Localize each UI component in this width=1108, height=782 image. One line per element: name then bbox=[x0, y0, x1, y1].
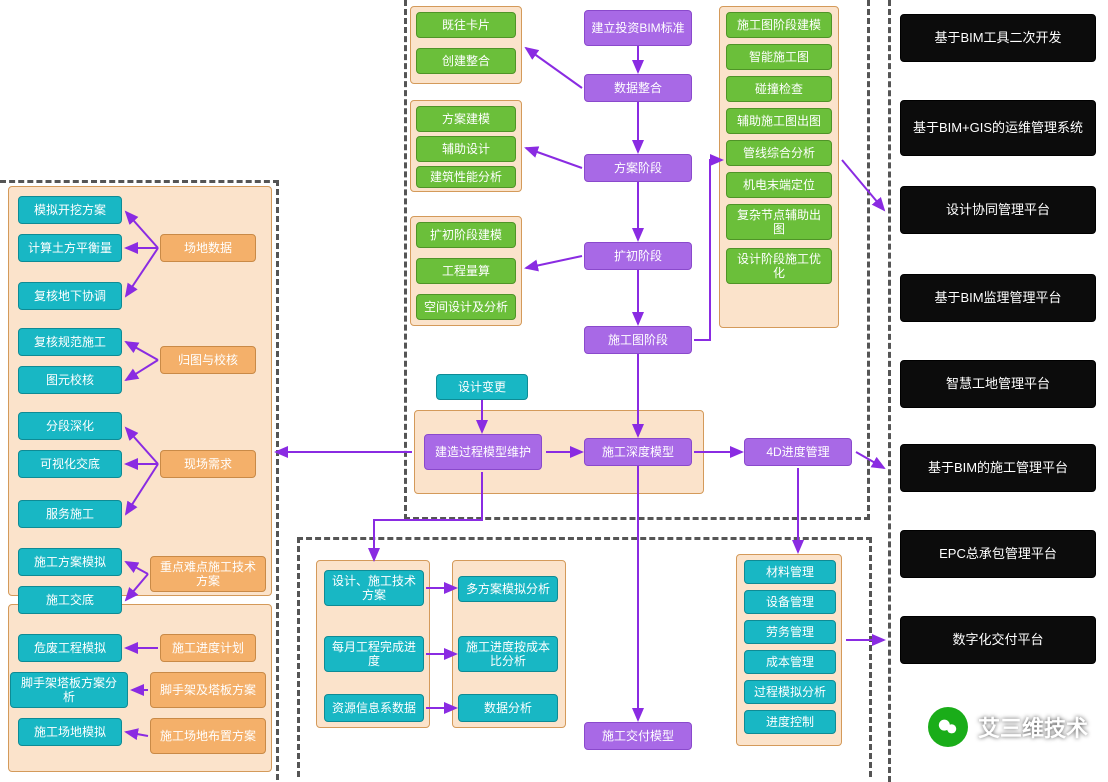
node-labor-mgmt: 劳务管理 bbox=[744, 620, 836, 644]
node-delivery-model: 施工交付模型 bbox=[584, 722, 692, 750]
node-scaffold-scheme: 脚手架及塔板方案 bbox=[150, 672, 266, 708]
node-building-perf: 建筑性能分析 bbox=[416, 166, 516, 188]
node-assist-cd-output: 辅助施工图出图 bbox=[726, 108, 832, 134]
node-mep-terminal: 机电末端定位 bbox=[726, 172, 832, 198]
node-space-design: 空间设计及分析 bbox=[416, 294, 516, 320]
node-multi-scheme-sim: 多方案模拟分析 bbox=[458, 576, 558, 602]
node-material-mgmt: 材料管理 bbox=[744, 560, 836, 584]
node-service-const: 服务施工 bbox=[18, 500, 122, 528]
node-schedule-control: 进度控制 bbox=[744, 710, 836, 734]
node-mep-composite: 管线综合分析 bbox=[726, 140, 832, 166]
platform-design-collab: 设计协同管理平台 bbox=[900, 186, 1096, 234]
node-section-deepen: 分段深化 bbox=[18, 412, 122, 440]
node-equipment-mgmt: 设备管理 bbox=[744, 590, 836, 614]
node-scaffold-analysis: 脚手架塔板方案分析 bbox=[10, 672, 128, 708]
node-process-sim: 过程模拟分析 bbox=[744, 680, 836, 704]
node-const-depth-model: 施工深度模型 bbox=[584, 438, 692, 466]
node-past-cards: 既往卡片 bbox=[416, 12, 516, 38]
watermark-text: 艾三维技术 bbox=[978, 711, 1088, 743]
node-cost-mgmt: 成本管理 bbox=[744, 650, 836, 674]
node-site-layout-scheme: 施工场地布置方案 bbox=[150, 718, 266, 754]
node-quantity-calc: 工程量算 bbox=[416, 258, 516, 284]
node-simulate-excavation: 模拟开挖方案 bbox=[18, 196, 122, 224]
node-progress-cost: 施工进度按成本比分析 bbox=[458, 636, 558, 672]
node-design-change: 设计变更 bbox=[436, 374, 528, 400]
node-const-drawing-phase: 施工图阶段 bbox=[584, 326, 692, 354]
node-site-demand: 现场需求 bbox=[160, 450, 256, 478]
node-smart-drawing: 智能施工图 bbox=[726, 44, 832, 70]
node-tech-scheme-input: 设计、施工技术方案 bbox=[324, 570, 424, 606]
node-site-sim: 施工场地模拟 bbox=[18, 718, 122, 746]
platform-supervision: 基于BIM监理管理平台 bbox=[900, 274, 1096, 322]
node-prelim-modeling: 扩初阶段建模 bbox=[416, 222, 516, 248]
node-const-disclosure: 施工交底 bbox=[18, 586, 122, 614]
wechat-icon bbox=[928, 707, 968, 747]
node-earthwork-balance: 计算土方平衡量 bbox=[18, 234, 122, 262]
node-clash-detection: 碰撞检查 bbox=[726, 76, 832, 102]
node-monthly-progress: 每月工程完成进度 bbox=[324, 636, 424, 672]
node-hazardous-sim: 危废工程模拟 bbox=[18, 634, 122, 662]
node-scheme-modeling: 方案建模 bbox=[416, 106, 516, 132]
watermark: 艾三维技术 bbox=[928, 707, 1088, 747]
node-build-model-maint: 建造过程模型维护 bbox=[424, 434, 542, 470]
node-visual-disclosure: 可视化交底 bbox=[18, 450, 122, 478]
node-resource-info: 资源信息系数据 bbox=[324, 694, 424, 722]
node-prelim-phase: 扩初阶段 bbox=[584, 242, 692, 270]
node-schedule-plan: 施工进度计划 bbox=[160, 634, 256, 662]
platform-bim-dev: 基于BIM工具二次开发 bbox=[900, 14, 1096, 62]
node-4d-schedule: 4D进度管理 bbox=[744, 438, 852, 466]
node-data-analysis: 数据分析 bbox=[458, 694, 558, 722]
node-drawing-check: 归图与校核 bbox=[160, 346, 256, 374]
node-scheme-sim: 施工方案模拟 bbox=[18, 548, 122, 576]
node-create-integrate: 创建整合 bbox=[416, 48, 516, 74]
platform-bim-const: 基于BIM的施工管理平台 bbox=[900, 444, 1096, 492]
node-underground-coord: 复核地下协调 bbox=[18, 282, 122, 310]
node-site-data: 场地数据 bbox=[160, 234, 256, 262]
node-scheme-phase: 方案阶段 bbox=[584, 154, 692, 182]
node-data-integration: 数据整合 bbox=[584, 74, 692, 102]
platform-epc: EPC总承包管理平台 bbox=[900, 530, 1096, 578]
node-cd-modeling: 施工图阶段建模 bbox=[726, 12, 832, 38]
node-assist-design: 辅助设计 bbox=[416, 136, 516, 162]
node-element-check: 图元校核 bbox=[18, 366, 122, 394]
platform-bim-gis: 基于BIM+GIS的运维管理系统 bbox=[900, 100, 1096, 156]
platform-digital-deliv: 数字化交付平台 bbox=[900, 616, 1096, 664]
node-code-review-const: 复核规范施工 bbox=[18, 328, 122, 356]
node-bim-standard: 建立投资BIM标准 bbox=[584, 10, 692, 46]
node-key-tech-scheme: 重点难点施工技术方案 bbox=[150, 556, 266, 592]
node-design-const-opt: 设计阶段施工优化 bbox=[726, 248, 832, 284]
platform-smart-site: 智慧工地管理平台 bbox=[900, 360, 1096, 408]
node-complex-node: 复杂节点辅助出图 bbox=[726, 204, 832, 240]
